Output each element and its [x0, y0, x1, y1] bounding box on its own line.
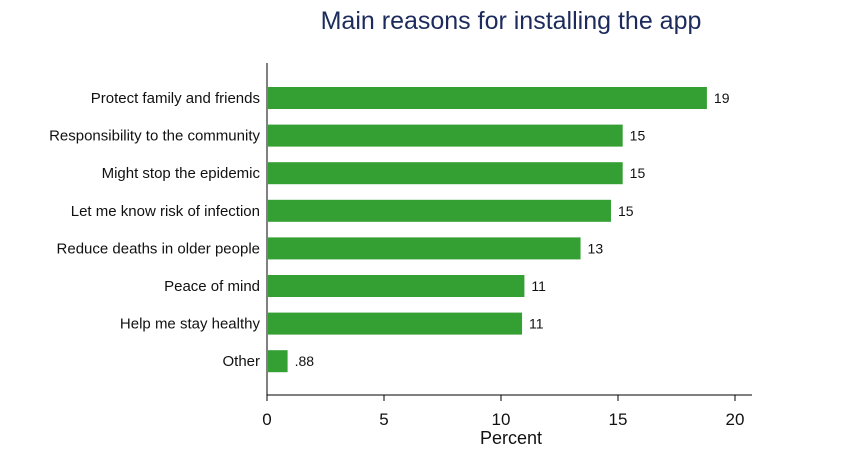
- bar-value-label: 11: [529, 316, 544, 332]
- category-label: Other: [222, 353, 260, 370]
- bar: [268, 87, 707, 109]
- bar: [268, 199, 611, 222]
- category-label: Responsibility to the community: [49, 128, 260, 145]
- x-axis-ticks: 0 5 10 15 20: [262, 395, 744, 429]
- x-tick-label: 0: [262, 410, 271, 429]
- x-axis-title: Percent: [480, 428, 542, 448]
- bar: [268, 237, 581, 260]
- chart-title: Main reasons for installing the app: [321, 7, 702, 35]
- bar-value-label: 15: [630, 165, 646, 181]
- x-tick-label: 20: [726, 410, 745, 429]
- x-tick-label: 5: [379, 410, 388, 429]
- category-label: Help me stay healthy: [120, 316, 261, 333]
- bar-value-label: 11: [531, 278, 546, 294]
- bar-value-label: 15: [618, 203, 634, 219]
- bar: [268, 312, 523, 335]
- category-label: Protect family and friends: [91, 90, 260, 107]
- bar: [268, 275, 525, 297]
- x-tick-label: 15: [609, 410, 628, 429]
- bar: [268, 124, 623, 147]
- category-label: Reduce deaths in older people: [57, 240, 260, 257]
- bar-value-label: 19: [714, 90, 730, 106]
- bar-value-label: 15: [630, 128, 646, 144]
- bar-value-label: 13: [588, 240, 604, 256]
- bar: [268, 162, 623, 185]
- bar-value-label: .88: [295, 353, 315, 369]
- category-label: Let me know risk of infection: [71, 203, 260, 220]
- bar: [268, 350, 288, 373]
- x-tick-label: 10: [492, 410, 511, 429]
- category-label: Peace of mind: [164, 278, 260, 295]
- category-label: Might stop the epidemic: [102, 165, 261, 182]
- bars-group: Protect family and friends 19 Responsibili…: [49, 87, 730, 373]
